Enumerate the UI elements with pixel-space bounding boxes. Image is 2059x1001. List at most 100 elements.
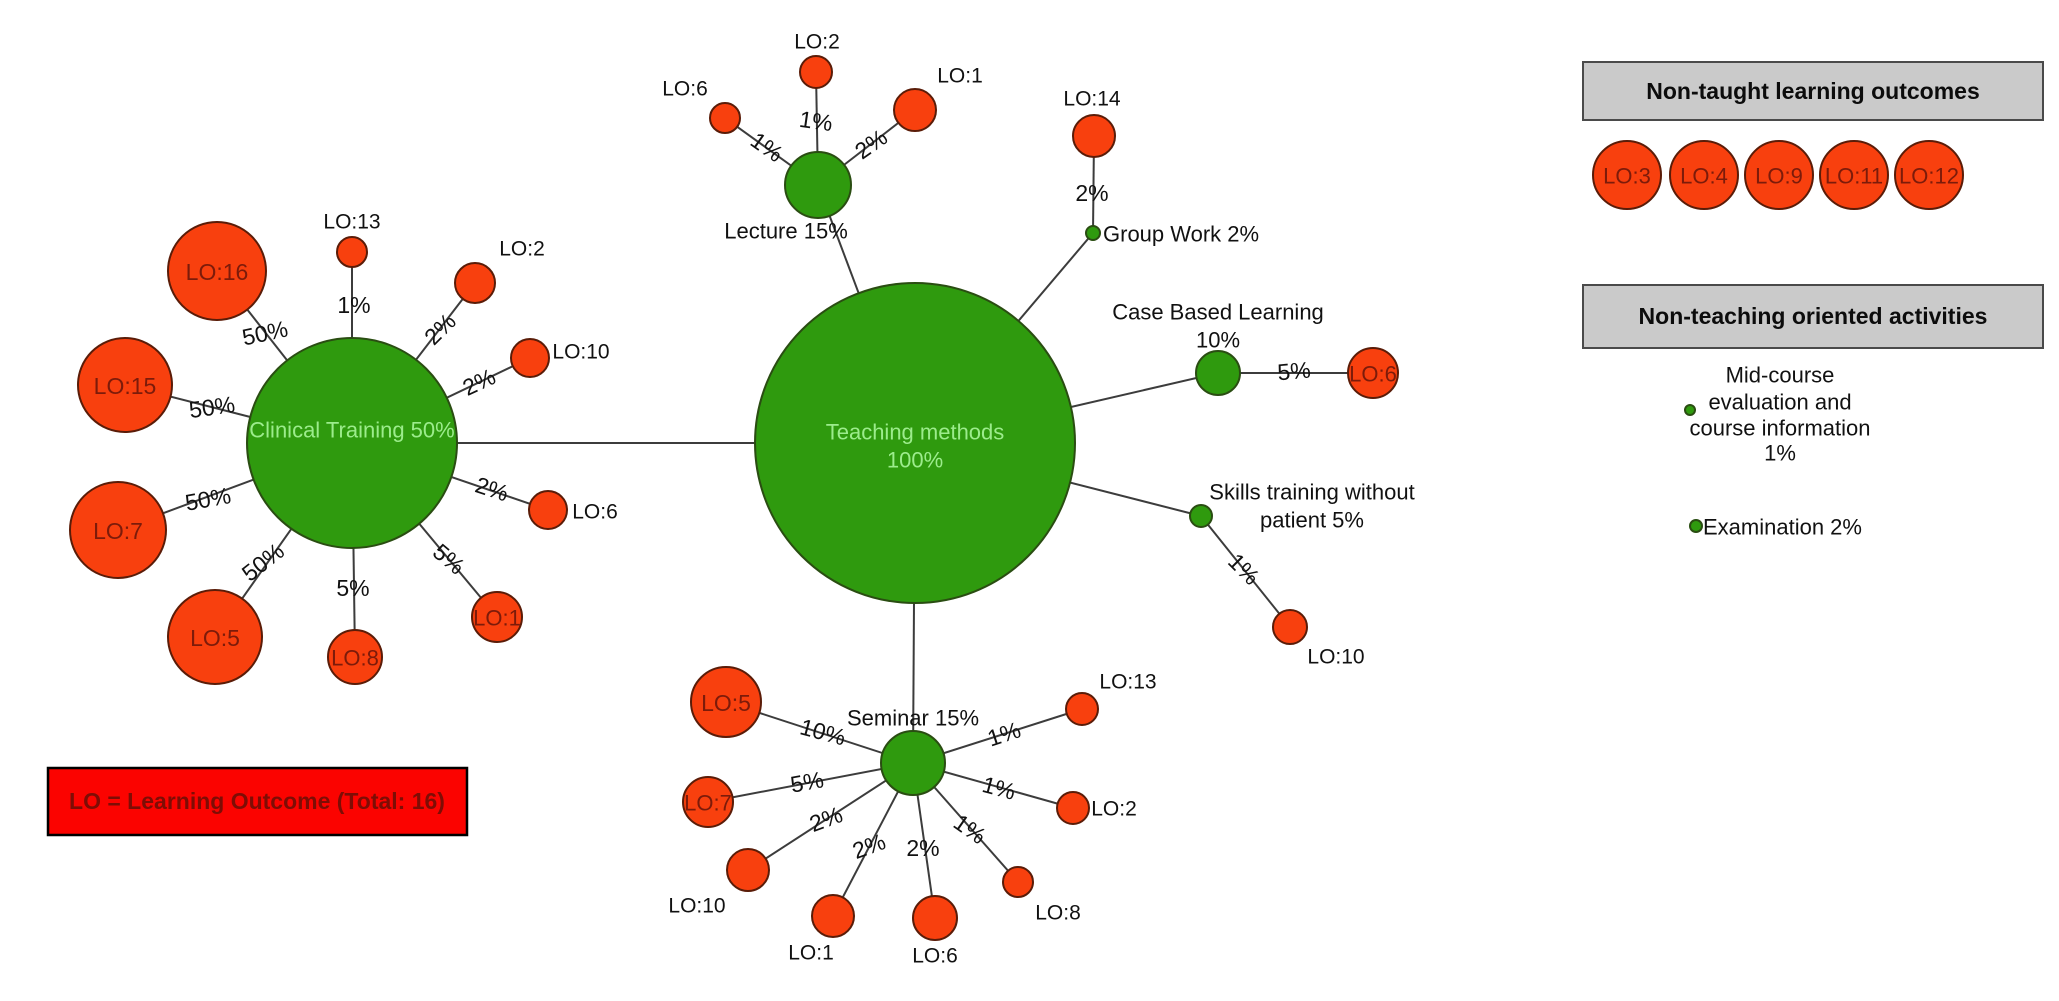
- pct-seminar-lo1: 2%: [849, 828, 889, 864]
- non-taught-header-title: Non-taught learning outcomes: [1646, 78, 1980, 104]
- label-panel-lo4: LO:4: [1680, 164, 1728, 189]
- label-clinical-lo6: LO:6: [572, 501, 618, 524]
- label-seminar: Seminar 15%: [847, 706, 979, 731]
- mid-course-dot: [1684, 404, 1696, 416]
- pct-clinical-lo8: 5%: [336, 575, 369, 601]
- label-clinical-lo8: LO:8: [331, 646, 379, 671]
- node-seminar-lo13: [1065, 692, 1099, 726]
- label-panel-lo3: LO:3: [1603, 164, 1651, 189]
- pct-seminar-lo2: 1%: [980, 771, 1019, 805]
- outcome-inner-labels: LO:16 LO:15 LO:7 LO:5 LO:8 LO:1 LO:6 LO:…: [93, 164, 1959, 816]
- edge-seminar-lo7: [707, 762, 914, 803]
- pct-lecture-lo6: 1%: [746, 127, 788, 167]
- node-skills-training: [1189, 504, 1213, 528]
- black-labels: LO:13 LO:2 LO:10 LO:6 LO:6 LO:2 LO:1 LO:…: [323, 31, 1870, 968]
- node-clinical-lo5: [167, 589, 263, 685]
- label-clinical-lo5: LO:5: [190, 625, 240, 651]
- label-seminar-lo8: LO:8: [1035, 902, 1081, 925]
- node-seminar-lo7: [682, 776, 734, 828]
- node-seminar-lo2: [1056, 791, 1090, 825]
- node-teaching-methods: [754, 282, 1076, 604]
- node-seminar-lo10: [726, 848, 770, 892]
- node-panel-lo12: [1894, 140, 1964, 210]
- node-panel-lo3: [1592, 140, 1662, 210]
- node-seminar-lo6: [912, 895, 958, 941]
- node-casebased-lo6: [1347, 347, 1399, 399]
- node-panel-lo9: [1744, 140, 1814, 210]
- pct-lecture-lo1: 2%: [850, 124, 892, 164]
- label-seminar-lo5: LO:5: [701, 690, 751, 716]
- pct-skills-lo10: 1%: [1223, 548, 1265, 590]
- pct-groupwork-lo14: 2%: [1075, 180, 1108, 206]
- pct-clinical-lo10: 2%: [458, 363, 499, 401]
- label-seminar-lo10: LO:10: [668, 895, 725, 918]
- node-clinical-lo10: [510, 338, 550, 378]
- node-clinical-lo15: [77, 337, 173, 433]
- label-case-based-line1: Case Based Learning: [1112, 300, 1324, 325]
- pct-clinical-lo6: 2%: [472, 471, 512, 506]
- pct-clinical-lo5: 50%: [237, 538, 289, 587]
- node-panel-lo11: [1819, 140, 1889, 210]
- pct-seminar-lo7: 5%: [788, 766, 825, 797]
- edge-skills-lo10: [1200, 515, 1291, 628]
- pct-seminar-lo13: 1%: [984, 716, 1024, 751]
- pct-clinical-lo1: 5%: [428, 538, 470, 579]
- node-groupwork-lo14: [1072, 114, 1116, 158]
- non-teaching-header-title: Non-teaching oriented activities: [1639, 303, 1988, 329]
- node-lecture-lo2: [799, 55, 833, 89]
- label-skills-line1: Skills training without: [1209, 480, 1414, 505]
- node-clinical-lo16: [167, 221, 267, 321]
- pct-seminar-lo10: 2%: [806, 801, 846, 837]
- mid-course-line2: evaluation and: [1708, 390, 1851, 415]
- label-lecture: Lecture 15%: [724, 219, 848, 244]
- non-teaching-header-box: [1582, 284, 2044, 349]
- label-casebased-lo6: LO:6: [1349, 362, 1397, 387]
- node-seminar-lo8: [1002, 866, 1034, 898]
- node-clinical-lo2: [454, 262, 496, 304]
- node-seminar-lo5: [690, 666, 762, 738]
- method-nodes: [246, 151, 1703, 796]
- node-case-based-learning: [1195, 350, 1241, 396]
- label-groupwork-lo14: LO:14: [1063, 88, 1121, 111]
- label-lecture-lo1: LO:1: [937, 65, 983, 88]
- label-clinical-lo1: LO:1: [473, 606, 521, 631]
- pct-clinical-lo7: 50%: [183, 482, 233, 516]
- node-clinical-lo8: [327, 629, 383, 685]
- pct-clinical-lo15: 50%: [187, 391, 236, 423]
- node-lecture-lo6: [709, 102, 741, 134]
- node-clinical-lo7: [69, 481, 167, 579]
- outcome-nodes: [69, 55, 1964, 941]
- label-clinical-lo10: LO:10: [552, 341, 609, 364]
- label-lecture-lo2: LO:2: [794, 31, 840, 54]
- examination-label: Examination 2%: [1703, 515, 1862, 540]
- label-panel-lo9: LO:9: [1755, 164, 1803, 189]
- node-group-work: [1085, 225, 1101, 241]
- node-clinical-lo13: [336, 236, 368, 268]
- pct-lecture-lo2: 1%: [798, 106, 835, 136]
- method-labels: Teaching methods 100% Clinical Training …: [249, 418, 1004, 473]
- node-clinical-lo6: [528, 490, 568, 530]
- node-seminar: [880, 730, 946, 796]
- label-panel-lo11: LO:11: [1825, 164, 1883, 189]
- label-case-based-line2: 10%: [1196, 328, 1240, 353]
- non-taught-header-box: [1582, 61, 2044, 121]
- node-panel-lo4: [1669, 140, 1739, 210]
- pct-clinical-lo2: 2%: [419, 308, 461, 350]
- label-seminar-lo6: LO:6: [912, 945, 958, 968]
- pct-clinical-lo13: 1%: [337, 292, 370, 318]
- legend-text: LO = Learning Outcome (Total: 16): [69, 788, 445, 814]
- label-teaching-methods-line1: Teaching methods: [826, 420, 1005, 445]
- label-clinical-lo13: LO:13: [323, 211, 380, 234]
- pct-seminar-lo5: 10%: [797, 713, 848, 750]
- node-lecture: [784, 151, 852, 219]
- node-clinical-lo1: [471, 591, 523, 643]
- pct-seminar-lo6: 2%: [906, 835, 939, 861]
- node-skills-lo10: [1272, 609, 1308, 645]
- mid-course-line3: course information: [1690, 416, 1871, 441]
- label-clinical-training: Clinical Training 50%: [249, 418, 454, 443]
- label-clinical-lo16: LO:16: [186, 259, 249, 285]
- label-skills-line2: patient 5%: [1260, 508, 1364, 533]
- examination-dot: [1689, 519, 1703, 533]
